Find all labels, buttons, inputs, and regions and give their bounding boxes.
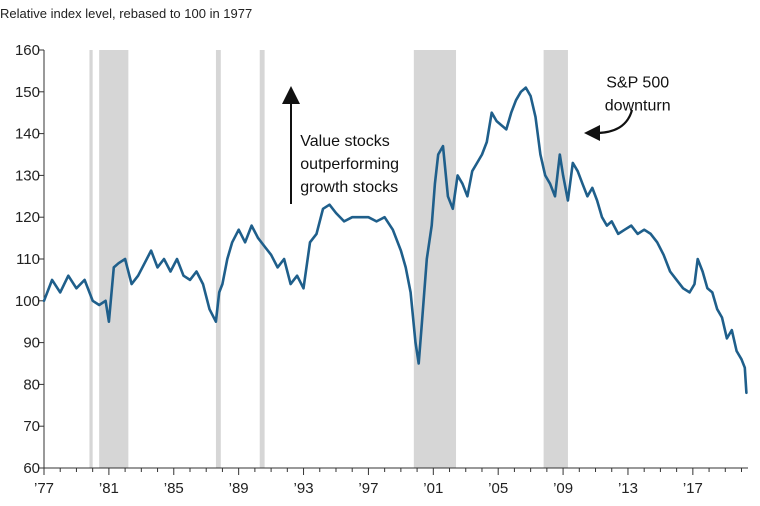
curved-arrow [597,109,634,135]
up-arrow-head [282,86,300,104]
series-group [42,86,748,395]
annotation-1-line-0: S&P 500 [606,75,669,92]
y-axis: 60 70 80 90 100 110 120 130 140 150 160 [15,42,45,477]
chart-subtitle: Relative index level, rebased to 100 in … [0,6,253,21]
annotations-group: Value stocks outperforming growth stocks S&… [300,75,670,197]
y-tick-label-60: 60 [23,460,40,477]
recession-shading-group [89,50,568,468]
x-tick-label-2009: ’09 [553,480,573,497]
y-tick-label-120: 120 [15,209,40,226]
x-tick-label-1997: ’97 [358,480,378,497]
x-tick-label-2013: ’13 [618,480,638,497]
annotation-0-line-1: outperforming [300,156,399,173]
y-tick-label-160: 160 [15,42,40,59]
x-tick-label-2005: ’05 [488,480,508,497]
shaded-period-2 [215,50,221,468]
y-tick-label-110: 110 [16,251,40,268]
annotation-1-line-1: downturn [605,98,671,115]
y-tick-label-100: 100 [15,293,40,310]
shaded-period-4 [413,50,457,468]
y-tick-label-90: 90 [23,335,40,352]
y-tick-label-140: 140 [15,126,40,143]
x-axis: ’77 ’81 ’85 ’89 ’93 ’97 ’01 ’05 ’09 ’13 ’17 [34,467,748,497]
y-tick-label-70: 70 [23,418,40,435]
x-tick-label-1989: ’89 [229,480,249,497]
x-tick-label-2017: ’17 [683,480,703,497]
annotation-0-line-0: Value stocks [300,133,390,150]
x-tick-label-1981: ’81 [99,480,119,497]
annotation-arrows [282,86,634,204]
x-tick-label-1993: ’93 [294,480,314,497]
x-tick-label-1985: ’85 [164,480,184,497]
shaded-period-0 [89,50,93,468]
y-tick-label-130: 130 [15,167,40,184]
x-tick-label-2001: ’01 [423,480,443,497]
shaded-period-3 [259,50,265,468]
y-tick-label-150: 150 [15,84,40,101]
x-tick-label-1977: ’77 [34,480,54,497]
shaded-period-5 [543,50,568,468]
annotation-0-line-2: growth stocks [300,179,398,196]
curved-arrow-head [584,125,600,141]
series-line-0 [42,86,748,395]
y-tick-label-80: 80 [23,376,40,393]
